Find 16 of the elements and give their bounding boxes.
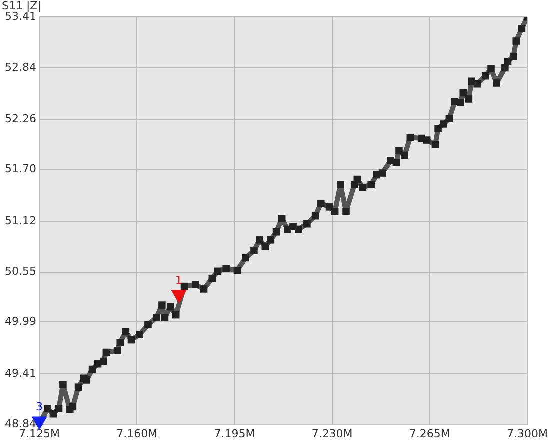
- y-tick-label: 49.99: [4, 315, 36, 328]
- series-label: 3: [36, 400, 43, 414]
- x-tick-label: 7.160M: [116, 427, 158, 440]
- y-tick-label: 53.41: [4, 10, 36, 24]
- series-label: 1: [175, 274, 182, 287]
- x-tick-label: 7.195M: [214, 427, 256, 440]
- y-tick-label: 52.26: [4, 112, 36, 126]
- chart-title: S11 |Z|: [2, 0, 42, 12]
- y-tick-label: 51.70: [4, 162, 36, 176]
- y-tick-label: 52.84: [4, 60, 36, 74]
- x-tick-label: 7.265M: [409, 427, 450, 440]
- x-tick-label: 7.230M: [312, 427, 353, 440]
- y-tick-label: 51.12: [4, 214, 36, 228]
- x-tick-label: 7.300M: [507, 427, 548, 440]
- y-tick-label: 49.41: [4, 366, 36, 380]
- y-tick-label: 50.55: [4, 265, 36, 278]
